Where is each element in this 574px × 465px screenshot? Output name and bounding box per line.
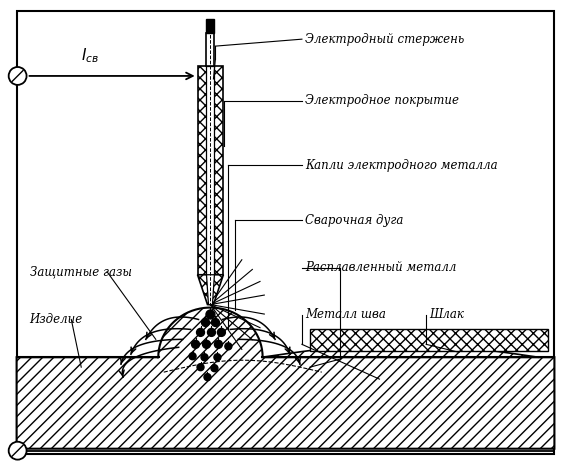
Circle shape	[9, 442, 26, 459]
Text: Шлак: Шлак	[429, 308, 464, 321]
Circle shape	[9, 67, 26, 85]
Circle shape	[201, 319, 210, 326]
Text: Изделие: Изделие	[29, 313, 83, 326]
Circle shape	[201, 354, 208, 361]
Circle shape	[218, 328, 226, 336]
Text: Металл шва: Металл шва	[305, 308, 386, 321]
Polygon shape	[207, 33, 215, 66]
Circle shape	[225, 343, 232, 350]
Text: Сварочная дуга: Сварочная дуга	[305, 213, 404, 226]
Circle shape	[197, 364, 204, 371]
Text: Электродный стержень: Электродный стержень	[305, 33, 464, 46]
Circle shape	[203, 340, 211, 348]
Polygon shape	[262, 345, 538, 357]
Text: $I_{св}$: $I_{св}$	[82, 46, 99, 66]
Polygon shape	[207, 19, 215, 33]
Text: Капли электродного металла: Капли электродного металла	[305, 159, 498, 172]
Circle shape	[211, 365, 218, 372]
Text: Защитные газы: Защитные газы	[29, 265, 131, 278]
Polygon shape	[310, 329, 548, 351]
Circle shape	[214, 354, 221, 361]
Circle shape	[215, 340, 222, 348]
Polygon shape	[197, 275, 223, 305]
Polygon shape	[17, 307, 554, 449]
Circle shape	[196, 328, 204, 336]
Text: Электродное покрытие: Электродное покрытие	[305, 94, 459, 107]
Circle shape	[189, 353, 196, 360]
Text: Расплавленный металл: Расплавленный металл	[305, 261, 456, 274]
Polygon shape	[207, 66, 215, 275]
Circle shape	[204, 374, 211, 381]
Polygon shape	[197, 66, 223, 275]
Circle shape	[207, 328, 215, 336]
Circle shape	[206, 310, 215, 319]
Circle shape	[192, 340, 200, 348]
Polygon shape	[207, 275, 215, 305]
Circle shape	[211, 319, 219, 326]
